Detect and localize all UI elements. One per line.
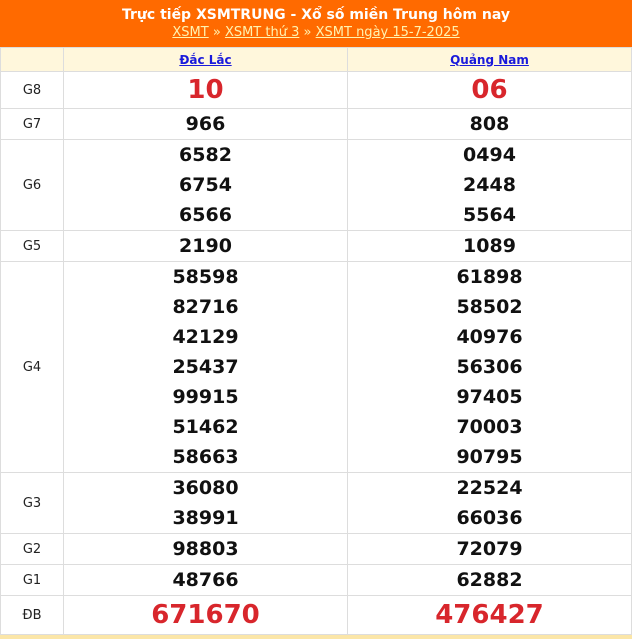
prize-label: G3 [0,472,64,534]
breadcrumb: XSMT » XSMT thứ 3 » XSMT ngày 15-7-2025 [0,24,632,41]
prize-number: 56306 [456,356,523,378]
province-header: Quảng Nam [347,47,632,72]
prize-number: 62882 [456,569,523,591]
prize-number: 966 [185,113,226,135]
prize-cell: 36080 38991 [63,472,348,534]
prize-number: 10 [187,75,224,105]
province-header: Đắc Lắc [63,47,348,72]
breadcrumb-xsmt[interactable]: XSMT [172,25,209,40]
prize-label: ĐB [0,595,64,635]
prize-cell: 808 [347,108,632,140]
prize-row: G3 36080 38991 22524 66036 [0,472,632,534]
prize-cell: 98803 [63,533,348,565]
prize-cell: 1089 [347,230,632,262]
prize-number: 72079 [456,538,523,560]
prize-number: 808 [469,113,510,135]
prize-row: G5 2190 1089 [0,230,632,262]
prize-label: G6 [0,139,64,231]
prize-cell: 2190 [63,230,348,262]
breadcrumb-separator: » [303,25,312,40]
prize-number: 38991 [172,507,239,529]
prize-cell: 48766 [63,564,348,596]
prize-label: G5 [0,230,64,262]
table-footer-bar [0,635,632,639]
breadcrumb-separator: » [212,25,221,40]
breadcrumb-xsmt-date[interactable]: XSMT ngày 15-7-2025 [315,25,460,40]
prize-number: 82716 [172,296,239,318]
prize-row: ĐB 671670 476427 [0,595,632,635]
corner-cell [0,47,64,72]
prize-number: 1089 [463,235,516,257]
prize-row: G4 58598 82716 42129 25437 99915 51462 58663 618… [0,261,632,473]
prize-number: 42129 [172,326,239,348]
prize-number: 476427 [435,600,544,630]
prize-number: 2448 [463,174,516,196]
prize-number: 58502 [456,296,523,318]
results-table: Đắc Lắc Quảng Nam G8 10 06 G7 966 808 G6 6582 67… [0,47,632,635]
prize-cell: 0494 2448 5564 [347,139,632,231]
prize-label: G8 [0,71,64,109]
prize-cell: 72079 [347,533,632,565]
prize-label: G1 [0,564,64,596]
prize-number: 70003 [456,416,523,438]
prize-label: G2 [0,533,64,565]
prize-number: 61898 [456,266,523,288]
prize-number: 671670 [151,600,260,630]
prize-cell: 476427 [347,595,632,635]
prize-cell: 58598 82716 42129 25437 99915 51462 58663 [63,261,348,473]
prize-number: 0494 [463,144,516,166]
prize-number: 48766 [172,569,239,591]
prize-cell: 62882 [347,564,632,596]
prize-label: G7 [0,108,64,140]
prize-number: 99915 [172,386,239,408]
prize-cell: 6582 6754 6566 [63,139,348,231]
prize-number: 22524 [456,477,523,499]
prize-label: G4 [0,261,64,473]
results-header: Trực tiếp XSMTRUNG - Xổ số miền Trung hô… [0,0,632,47]
prize-number: 2190 [179,235,232,257]
prize-cell: 966 [63,108,348,140]
prize-number: 58598 [172,266,239,288]
prize-number: 98803 [172,538,239,560]
prize-number: 5564 [463,204,516,226]
prize-cell: 06 [347,71,632,109]
prize-number: 66036 [456,507,523,529]
prize-number: 51462 [172,416,239,438]
prize-number: 90795 [456,446,523,468]
prize-cell: 10 [63,71,348,109]
prize-number: 25437 [172,356,239,378]
prize-number: 6566 [179,204,232,226]
prize-number: 6754 [179,174,232,196]
prize-number: 58663 [172,446,239,468]
prize-cell: 671670 [63,595,348,635]
prize-number: 40976 [456,326,523,348]
breadcrumb-xsmt-thu-3[interactable]: XSMT thứ 3 [224,25,300,40]
prize-number: 06 [471,75,508,105]
prize-row: G6 6582 6754 6566 0494 2448 5564 [0,139,632,231]
prize-row: G1 48766 62882 [0,564,632,596]
prize-row: G8 10 06 [0,71,632,109]
prize-number: 36080 [172,477,239,499]
prize-cell: 22524 66036 [347,472,632,534]
prize-cell: 61898 58502 40976 56306 97405 70003 90795 [347,261,632,473]
page-title: Trực tiếp XSMTRUNG - Xổ số miền Trung hô… [122,7,510,23]
province-link-quang-nam[interactable]: Quảng Nam [450,52,529,67]
province-link-dac-lac[interactable]: Đắc Lắc [179,52,232,67]
prize-number: 6582 [179,144,232,166]
prize-row: G7 966 808 [0,108,632,140]
prize-number: 97405 [456,386,523,408]
prize-row: G2 98803 72079 [0,533,632,565]
